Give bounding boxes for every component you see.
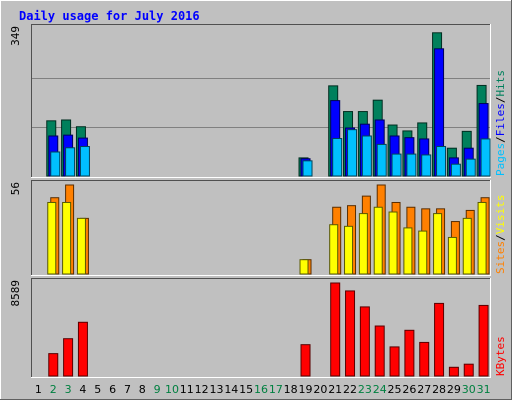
- day-label-20: 20: [313, 383, 327, 396]
- panel-visits-max-label: 56: [9, 182, 22, 195]
- bar-visits-day-24: [373, 206, 383, 275]
- bar-kbytes-day-28: [434, 302, 445, 377]
- bar-pages-day-24: [376, 143, 387, 177]
- bar-visits-day-19: [299, 259, 309, 275]
- bar-pages-day-4: [79, 146, 90, 177]
- bar-kbytes-day-21: [330, 282, 341, 377]
- day-label-1: 1: [35, 383, 42, 396]
- panel-kbytes: 8589 KBytes: [9, 278, 507, 378]
- bar-kbytes-day-4: [77, 321, 88, 377]
- bar-pages-day-23: [361, 135, 372, 177]
- day-label-30: 30: [462, 383, 476, 396]
- bar-pages-day-2: [50, 151, 61, 177]
- bar-kbytes-day-19: [300, 344, 311, 377]
- day-label-8: 8: [139, 383, 146, 396]
- day-label-28: 28: [432, 383, 446, 396]
- bar-pages-day-27: [421, 154, 432, 177]
- bar-pages-day-22: [347, 129, 358, 177]
- day-label-23: 23: [358, 383, 372, 396]
- bar-visits-day-31: [477, 201, 487, 275]
- legend-item: KBytes: [494, 336, 507, 376]
- bar-kbytes-day-25: [389, 346, 400, 377]
- day-label-12: 12: [195, 383, 209, 396]
- day-label-15: 15: [239, 383, 253, 396]
- chart-panels: 349Pages/Files/Hits56Sites/Visits8589KBy…: [9, 24, 507, 378]
- chart-title: Daily usage for July 2016: [19, 9, 200, 23]
- bar-kbytes-day-27: [419, 341, 430, 377]
- panel-kbytes-max-label: 8589: [9, 280, 22, 307]
- panel-hits-legend: Pages/Files/Hits: [494, 70, 507, 176]
- bar-visits-day-3: [62, 201, 72, 275]
- bar-pages-day-19: [302, 160, 313, 177]
- bar-pages-day-26: [406, 153, 417, 177]
- bar-kbytes-day-30: [463, 363, 474, 377]
- day-label-27: 27: [417, 383, 431, 396]
- bar-pages-day-31: [480, 138, 491, 177]
- bar-visits-day-23: [358, 213, 368, 275]
- bar-visits-day-25: [388, 211, 398, 275]
- panel-visits: 56 Sites/Visits: [9, 180, 507, 276]
- legend-item: /: [494, 97, 507, 104]
- bar-pages-day-30: [465, 158, 476, 177]
- bar-kbytes-day-22: [345, 290, 356, 377]
- day-label-17: 17: [269, 383, 283, 396]
- panel-kbytes-legend: KBytes: [494, 336, 507, 376]
- day-label-9: 9: [154, 383, 161, 396]
- day-label-29: 29: [447, 383, 461, 396]
- day-label-13: 13: [209, 383, 223, 396]
- bar-visits-day-21: [329, 224, 339, 275]
- bar-visits-day-27: [418, 230, 428, 275]
- bar-kbytes-day-3: [63, 338, 74, 377]
- day-label-7: 7: [124, 383, 131, 396]
- bar-kbytes-day-24: [374, 325, 385, 377]
- bar-kbytes-day-31: [478, 304, 489, 377]
- bar-pages-day-29: [450, 163, 461, 177]
- day-label-24: 24: [373, 383, 387, 396]
- day-label-11: 11: [180, 383, 194, 396]
- day-axis: 1 2 3 4 5 6 7 8 9 10 11 12 13 14 15 16 17 18 19 20 21 22 23 24 2…: [35, 383, 491, 396]
- day-label-2: 2: [50, 383, 57, 396]
- day-label-31: 31: [477, 383, 491, 396]
- bar-visits-day-29: [447, 236, 457, 275]
- bar-kbytes-day-23: [359, 306, 370, 377]
- day-label-4: 4: [79, 383, 86, 396]
- bar-pages-day-21: [332, 138, 343, 177]
- day-label-21: 21: [328, 383, 342, 396]
- day-label-18: 18: [284, 383, 298, 396]
- bar-pages-day-3: [65, 147, 76, 177]
- bar-visits-day-2: [47, 201, 57, 275]
- panel-visits-legend: Sites/Visits: [494, 195, 507, 275]
- day-label-3: 3: [65, 383, 72, 396]
- bar-visits-day-28: [433, 213, 443, 275]
- panel-hits-max-label: 349: [9, 26, 22, 46]
- bar-visits-day-4: [76, 217, 86, 275]
- bar-visits-day-30: [462, 217, 472, 275]
- legend-item: /: [494, 234, 507, 241]
- legend-item: Files: [494, 103, 507, 136]
- bar-visits-day-26: [403, 227, 413, 275]
- day-label-10: 10: [165, 383, 179, 396]
- day-label-25: 25: [388, 383, 402, 396]
- day-label-14: 14: [224, 383, 238, 396]
- legend-item: Sites: [494, 241, 507, 274]
- legend-item: Pages: [494, 143, 507, 176]
- day-label-19: 19: [299, 383, 313, 396]
- legend-item: /: [494, 136, 507, 143]
- bar-visits-day-22: [344, 225, 354, 275]
- bar-kbytes-day-26: [404, 329, 415, 377]
- day-label-5: 5: [94, 383, 101, 396]
- bar-kbytes-day-2: [48, 353, 59, 377]
- day-label-16: 16: [254, 383, 268, 396]
- bar-pages-day-28: [436, 146, 447, 177]
- bar-kbytes-day-29: [448, 366, 459, 377]
- legend-item: Visits: [494, 195, 507, 235]
- bar-pages-day-25: [391, 153, 402, 177]
- day-label-26: 26: [402, 383, 416, 396]
- day-label-6: 6: [109, 383, 116, 396]
- day-label-22: 22: [343, 383, 357, 396]
- legend-item: Hits: [494, 70, 507, 97]
